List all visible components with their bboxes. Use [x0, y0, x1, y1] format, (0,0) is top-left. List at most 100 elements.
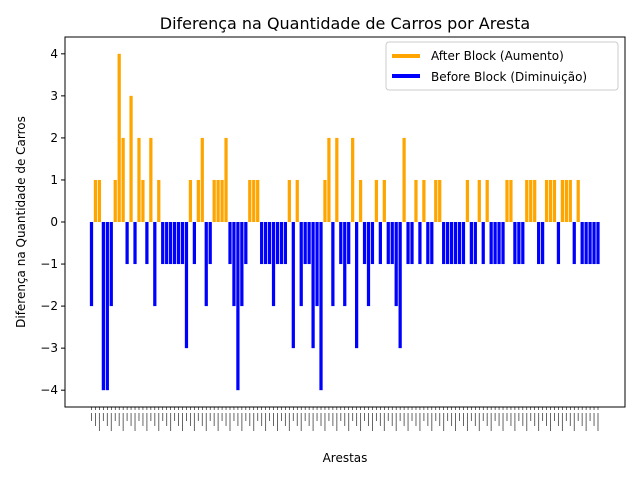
bar	[319, 222, 323, 391]
bar	[153, 222, 157, 307]
legend-label-before: Before Block (Diminuição)	[431, 70, 587, 84]
bar	[311, 222, 315, 349]
y-axis: −4 −3 −2 −1 0 1 2 3 4	[40, 47, 65, 397]
y-tick-label: 3	[50, 89, 58, 103]
bar	[378, 222, 382, 265]
y-tick-label: 1	[50, 173, 58, 187]
bar	[402, 137, 406, 222]
x-axis	[91, 407, 599, 431]
bar	[465, 179, 470, 222]
bar	[220, 179, 224, 222]
bar	[414, 179, 418, 222]
bar	[509, 179, 513, 222]
bar	[141, 179, 145, 222]
bar	[271, 222, 276, 307]
bar	[149, 137, 153, 222]
legend: After Block (Aumento) Before Block (Dimi…	[385, 41, 619, 91]
bar	[347, 222, 351, 265]
bar	[493, 222, 497, 265]
bar	[93, 179, 98, 222]
bar	[208, 222, 212, 265]
y-axis-label: Diferença na Quantidade de Carros	[14, 116, 28, 328]
bar	[564, 179, 568, 222]
bar	[362, 222, 367, 265]
bar	[97, 179, 102, 222]
bar	[228, 222, 232, 265]
bar	[157, 179, 161, 222]
bar	[540, 222, 545, 265]
bar	[295, 179, 299, 222]
bar	[489, 222, 493, 265]
bar	[438, 179, 442, 222]
bars-layer	[89, 53, 600, 391]
bar	[560, 179, 564, 222]
bar	[394, 222, 398, 307]
bar	[343, 222, 347, 307]
bar	[263, 222, 268, 265]
bar	[485, 179, 489, 222]
bar	[137, 137, 141, 222]
bar	[192, 222, 196, 265]
bar	[513, 222, 517, 265]
bar	[434, 179, 438, 222]
bar	[323, 179, 327, 222]
bar	[544, 179, 549, 222]
bar	[200, 137, 204, 222]
y-tick-label: −1	[40, 257, 58, 271]
bar	[596, 222, 600, 265]
bar	[275, 222, 280, 265]
bar	[576, 179, 580, 222]
bar	[422, 179, 426, 222]
bar	[176, 222, 181, 265]
bar	[105, 222, 109, 391]
y-tick-label: 4	[50, 47, 58, 61]
bar	[244, 222, 248, 265]
bar	[537, 222, 541, 265]
bar	[386, 222, 390, 265]
bar	[370, 222, 375, 265]
bar	[129, 95, 133, 222]
bar	[469, 222, 473, 265]
bar	[172, 222, 177, 265]
bar	[267, 222, 272, 265]
bar	[165, 222, 169, 265]
bar	[335, 137, 339, 222]
bar	[461, 222, 466, 265]
bar	[358, 179, 363, 222]
bar	[584, 222, 588, 265]
bar	[355, 222, 359, 349]
bar	[279, 222, 284, 265]
bar	[426, 222, 430, 265]
bar	[390, 222, 394, 265]
bar	[89, 222, 94, 307]
bar	[410, 222, 414, 265]
bar	[517, 222, 521, 265]
bar	[473, 222, 477, 265]
bar	[366, 222, 371, 307]
bar	[398, 222, 402, 349]
bar	[303, 222, 307, 265]
bar	[188, 179, 193, 222]
bar	[481, 222, 485, 265]
bar	[406, 222, 410, 265]
bar	[477, 179, 481, 222]
bar	[232, 222, 236, 307]
bar	[533, 179, 537, 222]
bar	[529, 179, 533, 222]
bar	[248, 179, 252, 222]
bar	[351, 137, 355, 222]
bar	[133, 222, 137, 265]
bar	[125, 222, 129, 265]
bar	[101, 222, 105, 391]
bar	[113, 179, 117, 222]
bar	[374, 179, 379, 222]
bar	[572, 222, 576, 265]
x-axis-label: Arestas	[323, 451, 368, 465]
bar	[442, 222, 446, 265]
bar	[592, 222, 596, 265]
bar	[216, 179, 220, 222]
bar	[327, 137, 331, 222]
bar	[430, 222, 434, 265]
bar	[283, 222, 288, 265]
